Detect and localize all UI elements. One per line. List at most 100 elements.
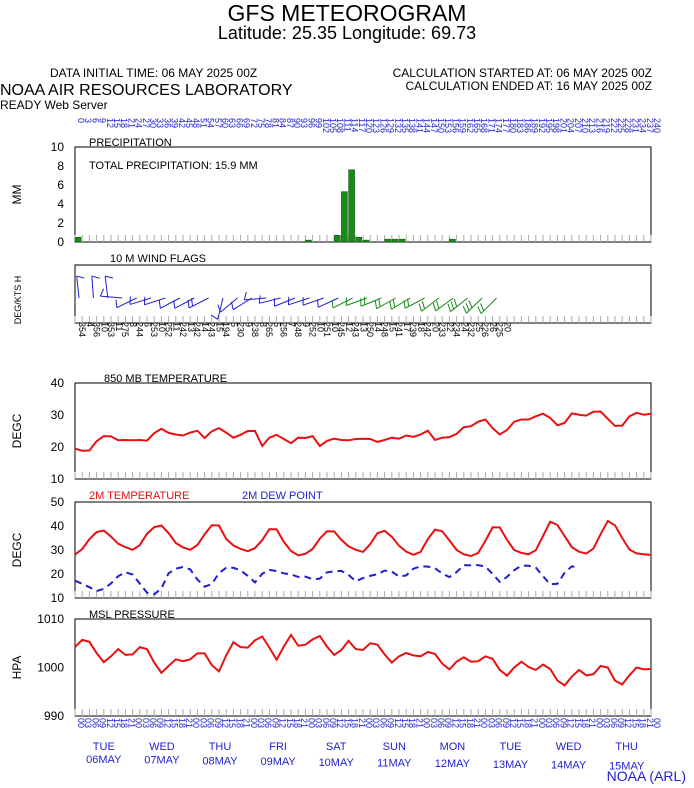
wind-direction-label: 239 <box>408 322 418 337</box>
hour-label: 3 <box>83 118 93 123</box>
date-label: 10MAY <box>319 757 355 769</box>
hour-label: 192 <box>537 118 547 133</box>
utc-label: 21 <box>184 718 194 728</box>
wind-speed-label: 10 <box>330 322 340 332</box>
wind-speed-label: 18 <box>416 322 426 332</box>
hour-label: 138 <box>407 118 417 133</box>
day-of-week-label: THU <box>615 741 638 753</box>
utc-label: 00 <box>306 718 316 728</box>
hour-label: 201 <box>558 118 568 133</box>
precip-bar <box>449 238 456 243</box>
hour-label: 57 <box>213 118 223 128</box>
wind-barb <box>104 276 109 299</box>
hour-label: 231 <box>630 118 640 133</box>
y-tick-label: 2 <box>57 216 64 230</box>
hour-label: 33 <box>155 118 165 128</box>
utc-label: 12 <box>450 718 460 728</box>
utc-label: 06 <box>609 718 619 728</box>
wind-barb-feather <box>99 288 105 297</box>
utc-label: 03 <box>198 718 208 728</box>
utc-label: 15 <box>515 718 525 728</box>
hour-label: 174 <box>494 118 504 133</box>
hour-label: 36 <box>162 118 172 128</box>
utc-label: 12 <box>508 718 518 728</box>
utc-label: 15 <box>573 718 583 728</box>
wind-speed-label: 26 <box>488 322 498 332</box>
utc-label: 00 <box>191 718 201 728</box>
utc-label: 18 <box>177 718 187 728</box>
y-tick-label: 10 <box>51 591 65 605</box>
wind-direction-label: 233 <box>437 322 447 337</box>
wind-barb-feather <box>465 303 470 311</box>
wind-barb <box>346 297 368 306</box>
hour-label: 177 <box>501 118 511 133</box>
wind-barb <box>244 297 267 301</box>
hour-label: 72 <box>249 118 259 128</box>
wind-direction-label: 253 <box>149 322 159 337</box>
y-tick-label: 0 <box>57 235 64 249</box>
day-of-week-label: THU <box>209 741 232 753</box>
hour-label: 240 <box>652 118 662 133</box>
wind-direction-label: 241 <box>394 322 404 337</box>
wind-barb <box>217 297 224 320</box>
wind-speed-label: 6 <box>143 322 153 327</box>
wind-speed-label: 22 <box>445 322 455 332</box>
wind-direction-label: 248 <box>379 322 389 337</box>
wind-barb <box>129 297 152 305</box>
date-label: 11MAY <box>377 758 412 770</box>
wind-barb <box>421 297 440 312</box>
wind-barb <box>91 276 94 299</box>
hour-label: 141 <box>414 118 424 133</box>
day-of-week-label: SUN <box>383 741 406 753</box>
wind-barb-feather <box>407 298 410 307</box>
wind-direction-label: 244 <box>135 322 145 337</box>
hour-label: 186 <box>522 118 532 133</box>
hour-label: 198 <box>551 118 561 133</box>
hour-label: 18 <box>119 118 129 128</box>
wind-barb-feather <box>450 301 455 310</box>
utc-label: 21 <box>357 718 367 728</box>
wind-barb <box>450 297 469 312</box>
utc-label: 03 <box>83 718 93 728</box>
wind-direction-label: 225 <box>495 322 505 337</box>
y-tick-label: 990 <box>44 709 64 723</box>
wind-speed-label: 17 <box>402 322 412 332</box>
precip-bar <box>74 237 82 243</box>
hour-label: 51 <box>198 118 208 128</box>
wind-speed-label: 4 <box>85 322 95 327</box>
utc-label: 06 <box>90 718 100 728</box>
hour-label: 78 <box>263 118 273 128</box>
date-label: 14MAY <box>551 760 587 772</box>
y-axis-label: DEGC <box>10 532 24 567</box>
hour-label: 234 <box>638 118 648 133</box>
precip-bar <box>341 191 348 243</box>
wind-direction-label: 354 <box>77 322 87 337</box>
hour-label: 195 <box>544 118 554 133</box>
credit-label: NOAA (ARL) <box>606 768 686 784</box>
wind-direction-label: 353 <box>106 322 116 337</box>
hour-label: 213 <box>587 118 597 133</box>
wind-barb <box>174 297 195 309</box>
hour-label: 48 <box>191 118 201 128</box>
utc-label: 18 <box>234 718 244 728</box>
wind-speed-label: 10 <box>157 322 167 332</box>
hour-label: 165 <box>472 118 482 133</box>
wind-speed-label: 25 <box>474 322 484 332</box>
wind-barb-feather <box>187 299 190 309</box>
date-label: 07MAY <box>144 755 180 767</box>
day-of-week-label: SAT <box>326 741 347 753</box>
utc-label: 15 <box>400 718 410 728</box>
wind-barb <box>288 297 310 306</box>
wind-barb-feather <box>477 306 482 314</box>
y-tick-label: 40 <box>51 519 65 533</box>
wind-barb-feather <box>432 303 437 312</box>
utc-label: 21 <box>299 718 309 728</box>
wind-speed-label: 24 <box>459 322 469 332</box>
hour-label: 24 <box>134 118 144 128</box>
hour-label: 237 <box>645 118 655 133</box>
utc-label: 06 <box>263 718 273 728</box>
wind-speed-label: 15 <box>387 322 397 332</box>
wind-barb-feather <box>158 300 161 309</box>
hour-label: 117 <box>357 118 367 132</box>
date-label: 12MAY <box>435 758 471 770</box>
